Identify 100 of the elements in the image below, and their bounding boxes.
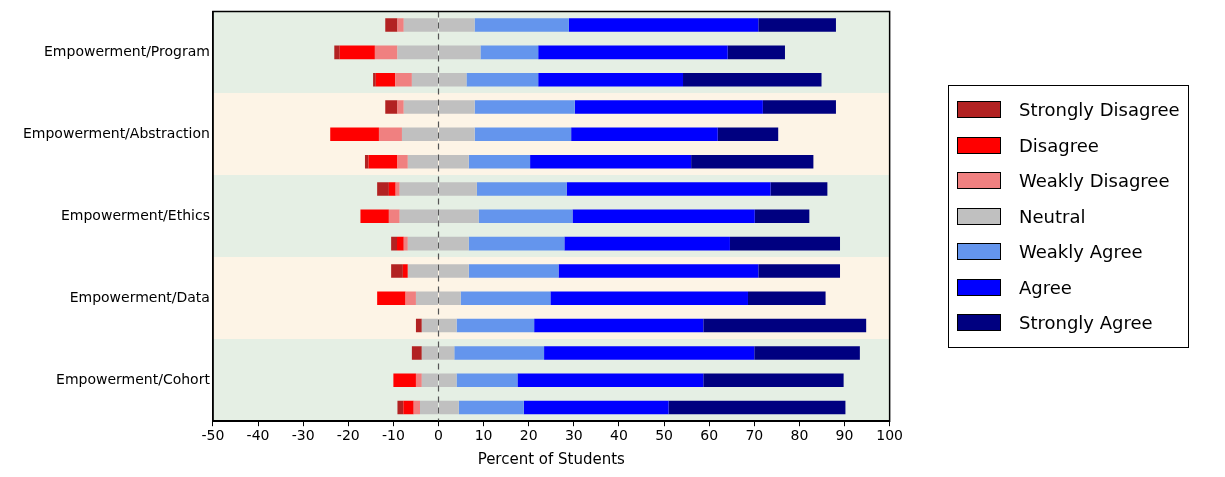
bar [523,400,669,415]
y-tick-label: Empowerment/Ethics [61,206,210,223]
bar [460,291,551,306]
bar [368,154,398,169]
x-tick-label: -40 [246,427,270,444]
x-tick-label: 70 [745,427,764,444]
bar [395,182,400,196]
bar [530,154,692,169]
y-tick-label: Empowerment/Data [69,288,210,305]
bar [334,45,340,60]
bar [566,182,771,196]
x-tick-label: 90 [835,427,854,444]
bar [391,264,403,278]
legend-label: Strongly Disagree [1019,99,1180,121]
bar [373,72,376,87]
legend-label: Agree [1019,276,1072,298]
bar [717,127,779,142]
bar [758,18,836,32]
bar [478,209,573,224]
bar [415,373,422,387]
bar [754,346,860,360]
y-tick-label: Empowerment/Program [44,43,210,60]
bar [668,400,846,415]
bar [574,100,763,114]
bar [517,373,704,387]
bar [397,18,404,32]
bar [402,264,408,278]
bar [762,100,836,114]
bar [558,264,759,278]
bar [364,154,369,169]
bar [691,154,814,169]
x-tick-label: 50 [655,427,673,444]
bar [388,209,400,224]
bar [378,127,402,142]
bar [456,318,535,333]
bar [458,400,524,415]
bar [413,400,421,415]
bar [550,291,748,306]
bar [534,318,704,333]
bar [683,72,822,87]
bar [480,45,539,60]
x-tick-label: -50 [201,427,225,444]
x-tick-label: 10 [474,427,493,444]
bar [468,264,559,278]
bar [468,154,531,169]
bar [703,373,844,387]
y-tick-label: Empowerment/Cohort [56,370,211,387]
bar [476,182,567,196]
bar [568,18,759,32]
bar [393,373,416,387]
x-tick-label: 100 [876,427,904,444]
legend-label: Disagree [1019,134,1099,156]
x-tick-label: 20 [519,427,538,444]
y-tick-label: Empowerment/Abstraction [23,124,210,141]
bar [388,182,396,196]
bar [703,318,867,333]
bar [456,373,518,387]
legend-label: Neutral [1019,205,1086,227]
bar [572,209,755,224]
bar [397,236,404,251]
bar [538,72,684,87]
x-tick-label: 60 [700,427,719,444]
bar [544,346,755,360]
x-tick-label: 30 [564,427,583,444]
bar [391,236,397,251]
bar [754,209,810,224]
bar [571,127,718,142]
bar [770,182,828,196]
bar [403,236,408,251]
bar [474,127,572,142]
bar [375,72,396,87]
bar [330,127,379,142]
legend-label: Strongly Agree [1019,312,1153,334]
bar [415,318,422,333]
bar [397,100,404,114]
bar [758,264,841,278]
bar [377,291,406,306]
bar [339,45,375,60]
x-tick-label: -30 [291,427,315,444]
bar [403,400,414,415]
legend-label: Weakly Disagree [1019,170,1170,192]
bar [538,45,728,60]
bar [377,182,389,196]
x-tick-label: -10 [381,427,405,444]
bar [564,236,730,251]
bar [454,346,545,360]
x-tick-label: 80 [790,427,809,444]
bar [405,291,416,306]
bar [747,291,826,306]
bar [360,209,389,224]
bar [468,236,565,251]
bar [474,18,569,32]
bar [385,18,398,32]
bar [374,45,398,60]
bar [395,72,412,87]
bar [397,154,408,169]
x-axis-title: Percent of Students [477,449,626,468]
bar [411,346,422,360]
legend-label: Weakly Agree [1019,241,1143,263]
x-tick-label: -20 [336,427,360,444]
